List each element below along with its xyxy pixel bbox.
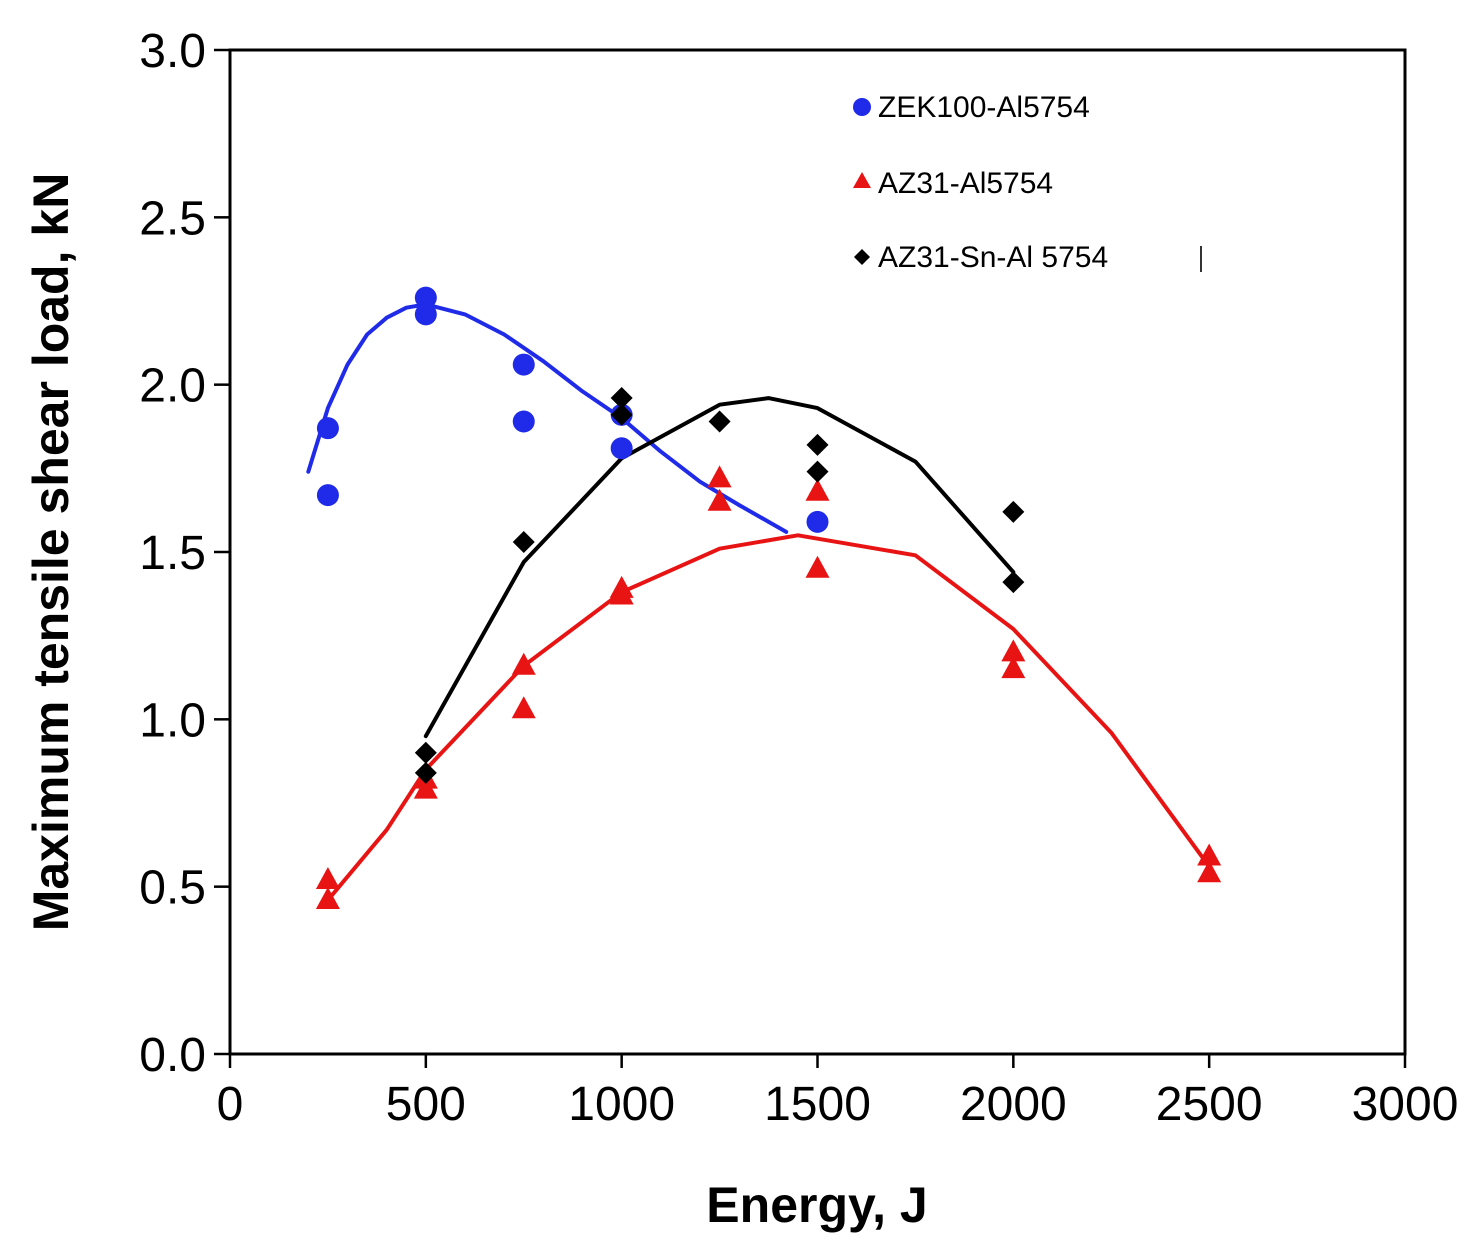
data-point-zek100 (512, 353, 535, 376)
y-tick-label: 1.0 (139, 694, 206, 747)
data-point-az31 (413, 776, 438, 799)
data-point-az31 (1197, 843, 1222, 866)
y-axis-title: Maximum tensile shear load, kN (23, 173, 79, 932)
data-point-zek100 (414, 286, 437, 309)
y-tick-label: 2.5 (139, 192, 206, 245)
data-point-az31 (707, 465, 732, 488)
data-point-zek100 (512, 410, 535, 433)
legend-marker-zek100 (853, 98, 871, 116)
y-tick-label: 0.0 (139, 1029, 206, 1082)
y-tick-label: 2.0 (139, 360, 206, 413)
x-tick-label: 2500 (1156, 1078, 1263, 1131)
y-tick-label: 0.5 (139, 862, 206, 915)
data-point-az31 (315, 866, 340, 889)
legend: ZEK100-Al5754 AZ31-Al5754 AZ31-Sn-Al 575… (853, 91, 1202, 274)
data-point-az31 (1197, 860, 1222, 883)
y-tick-label: 3.0 (139, 25, 206, 78)
x-tick-label: 0 (217, 1078, 244, 1131)
fit-curve-az31-sn (423, 396, 1016, 739)
data-point-az31-sn (708, 410, 731, 433)
data-point-az31 (315, 887, 340, 910)
data-point-az31 (805, 478, 830, 501)
data-point-zek100 (414, 303, 437, 326)
legend-marker-az31-sn (854, 249, 870, 265)
fit-curve-zek100 (306, 302, 789, 534)
data-point-az31 (707, 488, 732, 511)
data-point-az31-sn (806, 460, 829, 483)
legend-marker-az31 (853, 172, 871, 188)
data-point-az31 (805, 555, 830, 578)
y-tick-label: 1.5 (139, 527, 206, 580)
x-tick-label: 2000 (960, 1078, 1067, 1131)
data-point-zek100 (316, 484, 339, 507)
x-tick-label: 500 (386, 1078, 466, 1131)
data-point-az31-sn (1002, 571, 1025, 594)
data-point-zek100 (316, 417, 339, 440)
legend-label-az31-sn: AZ31-Sn-Al 5754 (878, 241, 1108, 274)
data-point-az31 (511, 652, 536, 675)
axis-ticks: 0 500 1000 1500 2000 2500 3000 0.0 0.5 1.0 1.5 2.0 2… (139, 25, 1458, 1131)
data-point-az31 (1001, 639, 1026, 662)
data-point-az31 (609, 582, 634, 605)
data-points (315, 286, 1222, 910)
data-point-zek100 (610, 437, 633, 460)
plot-area (228, 48, 1407, 1056)
data-point-az31-sn (414, 761, 437, 784)
data-point-az31-sn (1002, 500, 1025, 523)
data-point-az31-sn (610, 403, 633, 426)
data-point-az31-sn (512, 530, 535, 553)
data-point-az31-sn (610, 387, 633, 410)
x-tick-label: 1500 (764, 1078, 871, 1131)
data-point-az31-sn (414, 741, 437, 764)
x-axis-title: Energy, J (706, 1177, 927, 1233)
x-tick-label: 3000 (1352, 1078, 1459, 1131)
data-point-az31-sn (806, 433, 829, 456)
fit-curves (306, 302, 1212, 903)
data-point-az31 (1001, 656, 1026, 679)
data-point-zek100 (806, 510, 829, 533)
x-tick-label: 1000 (568, 1078, 675, 1131)
legend-label-az31: AZ31-Al5754 (878, 167, 1053, 200)
fit-curve-az31 (325, 533, 1212, 903)
data-point-az31 (511, 696, 536, 719)
legend-label-zek100: ZEK100-Al5754 (878, 91, 1090, 124)
